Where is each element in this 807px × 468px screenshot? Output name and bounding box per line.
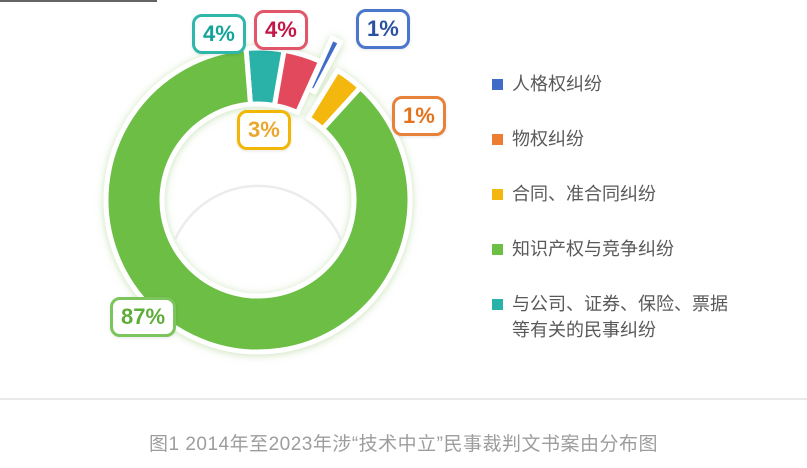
callout-contract: 3%: [237, 110, 291, 150]
legend-swatch-icon: [492, 79, 503, 90]
donut-slice-unlabeled-red: [272, 47, 324, 116]
donut-slice-ip-competition: [103, 45, 413, 355]
legend-label: 与公司、证券、保险、票据等有关的民事纠纷: [512, 294, 728, 340]
legend-label: 知识产权与竞争纠纷: [512, 239, 674, 259]
section-divider: [0, 398, 807, 400]
donut-chart: [103, 35, 413, 355]
legend-swatch-icon: [492, 244, 503, 255]
callout-company-securities: 4%: [192, 14, 246, 54]
top-edge-artifact: [0, 0, 157, 2]
legend-item-3: 知识产权与竞争纠纷: [490, 236, 780, 262]
legend-item-2: 合同、准合同纠纷: [490, 181, 780, 207]
legend-label: 合同、准合同纠纷: [512, 184, 656, 204]
callout-personality-rights: 1%: [356, 9, 410, 49]
legend-swatch-icon: [492, 134, 503, 145]
legend-item-4: 与公司、证券、保险、票据等有关的民事纠纷: [490, 291, 780, 343]
figure-caption: 图1 2014年至2023年涉“技术中立”民事裁判文书案由分布图: [148, 434, 659, 455]
legend-item-0: 人格权纠纷: [490, 71, 780, 97]
donut-chart-area: 4% 4% 1% 1% 3% 87%: [103, 9, 446, 355]
legend-item-1: 物权纠纷: [490, 126, 780, 152]
donut-slice-personality-rights: [306, 35, 344, 95]
callout-ip-competition: 87%: [110, 297, 177, 337]
legend-label: 物权纠纷: [512, 129, 584, 149]
callout-property-rights: 1%: [392, 96, 446, 136]
chart-legend: 人格权纠纷物权纠纷合同、准合同纠纷 知识产权与竞争纠纷与公司、证券、保险、票据等有…: [490, 71, 780, 372]
legend-swatch-icon: [492, 189, 503, 200]
legend-label: 人格权纠纷: [512, 74, 602, 94]
legend-swatch-icon: [492, 299, 503, 310]
callout-unlabeled-red: 4%: [254, 10, 308, 50]
donut-hole-shading: [174, 184, 342, 240]
